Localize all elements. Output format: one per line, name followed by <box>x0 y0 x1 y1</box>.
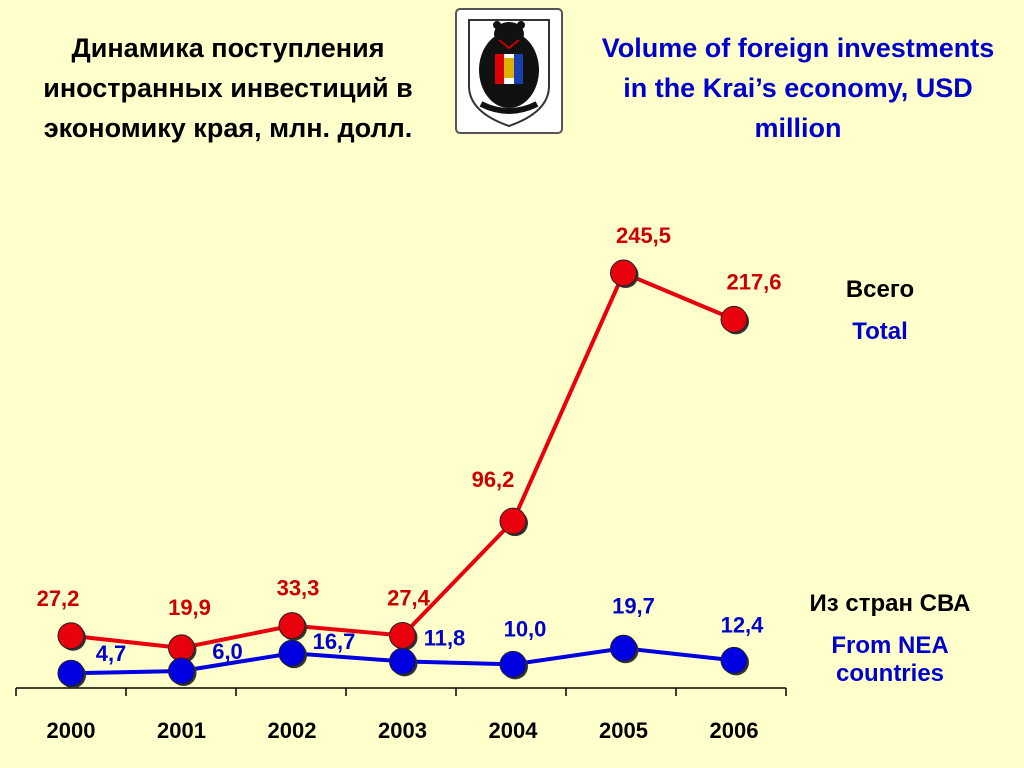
data-label-total-2000: 27,2 <box>37 586 80 611</box>
x-tick-label-2004: 2004 <box>489 718 539 743</box>
page-title-en: Volume of foreign investments in the Kra… <box>601 33 995 143</box>
x-tick-label-2006: 2006 <box>710 718 759 743</box>
data-label-total-2004: 96,2 <box>472 467 515 492</box>
x-tick-label-2000: 2000 <box>47 718 96 743</box>
data-label-total-2006: 217,6 <box>726 269 781 294</box>
legend-nea-en: From NEA countries <box>831 632 949 687</box>
data-point-nea-2001 <box>168 657 195 685</box>
data-label-nea-2001: 6,0 <box>212 639 243 664</box>
data-point-nea-2004 <box>499 650 527 678</box>
data-label-nea-2004: 10,0 <box>504 616 547 641</box>
data-label-nea-2005: 19,7 <box>612 593 655 618</box>
data-label-total-2001: 19,9 <box>168 595 211 620</box>
data-label-nea-2006: 12,4 <box>721 612 765 637</box>
x-axis-ticks <box>15 688 787 696</box>
data-point-total-2001 <box>168 634 195 662</box>
legend-total-en: Total <box>852 318 908 345</box>
data-point-nea-2000 <box>57 659 85 687</box>
data-label-nea-2003: 11,8 <box>424 625 466 650</box>
x-tick-label-2001: 2001 <box>157 718 206 743</box>
x-axis-tick-labels: 2000 2001 2002 2003 2004 2005 2006 <box>47 718 759 743</box>
data-label-total-2005: 245,5 <box>616 223 671 248</box>
data-label-nea-2000: 4,7 <box>96 641 127 666</box>
page-title-ru: Динамика поступления иностранных инвести… <box>43 33 413 143</box>
data-point-nea-2002 <box>278 639 306 667</box>
legend-nea-ru: Из стран СВА <box>809 590 971 617</box>
data-point-total-2005 <box>610 259 637 287</box>
bear-coat-of-arms-icon <box>455 8 563 134</box>
x-tick-label-2005: 2005 <box>599 718 648 743</box>
data-point-total-2000 <box>57 622 85 650</box>
series-total: 27,2 19,9 33,3 27,4 96,2 245,5 217,6 <box>37 223 782 663</box>
series-nea: 4,7 6,0 16,7 11,8 10,0 19,7 12,4 <box>57 593 765 689</box>
data-point-total-2004 <box>499 507 527 535</box>
data-point-total-2003 <box>389 621 416 649</box>
data-point-nea-2003 <box>389 647 416 675</box>
data-label-total-2002: 33,3 <box>277 576 320 601</box>
data-label-total-2003: 27,4 <box>387 585 431 610</box>
legend-total-ru: Всего <box>845 276 915 303</box>
data-point-total-2002 <box>278 612 306 640</box>
data-label-nea-2002: 16,7 <box>313 629 356 654</box>
data-point-total-2006 <box>720 305 748 333</box>
x-tick-label-2003: 2003 <box>378 718 427 743</box>
data-point-nea-2006 <box>720 646 748 674</box>
x-tick-label-2002: 2002 <box>268 718 317 743</box>
data-point-nea-2005 <box>610 634 637 662</box>
